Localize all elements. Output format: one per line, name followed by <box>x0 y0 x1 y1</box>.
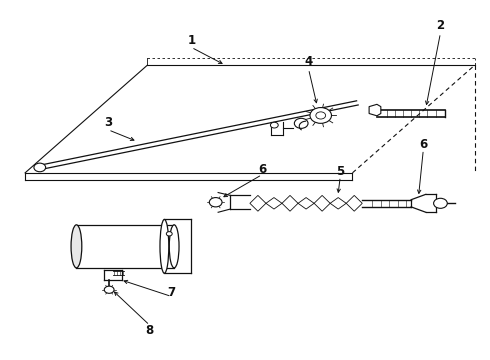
Circle shape <box>34 163 46 172</box>
Text: 4: 4 <box>304 55 313 68</box>
Text: 1: 1 <box>187 33 196 47</box>
Circle shape <box>434 198 447 208</box>
Text: 6: 6 <box>258 163 266 176</box>
Polygon shape <box>346 195 362 211</box>
Ellipse shape <box>160 220 169 273</box>
Polygon shape <box>369 104 381 116</box>
Circle shape <box>270 122 278 128</box>
Circle shape <box>310 108 331 123</box>
Polygon shape <box>266 198 282 209</box>
Polygon shape <box>330 198 346 209</box>
Polygon shape <box>314 195 330 211</box>
Circle shape <box>209 198 222 207</box>
Text: 8: 8 <box>146 324 154 337</box>
Text: 5: 5 <box>336 165 344 177</box>
Polygon shape <box>298 198 314 209</box>
Ellipse shape <box>71 225 82 268</box>
Text: 6: 6 <box>419 138 427 150</box>
Circle shape <box>294 118 308 129</box>
Circle shape <box>166 231 172 236</box>
Polygon shape <box>250 195 266 211</box>
Text: 2: 2 <box>437 19 444 32</box>
Text: 3: 3 <box>104 116 112 129</box>
Circle shape <box>104 286 114 293</box>
Polygon shape <box>282 195 298 211</box>
Circle shape <box>316 112 326 119</box>
Text: 7: 7 <box>168 287 176 300</box>
Ellipse shape <box>169 225 179 268</box>
